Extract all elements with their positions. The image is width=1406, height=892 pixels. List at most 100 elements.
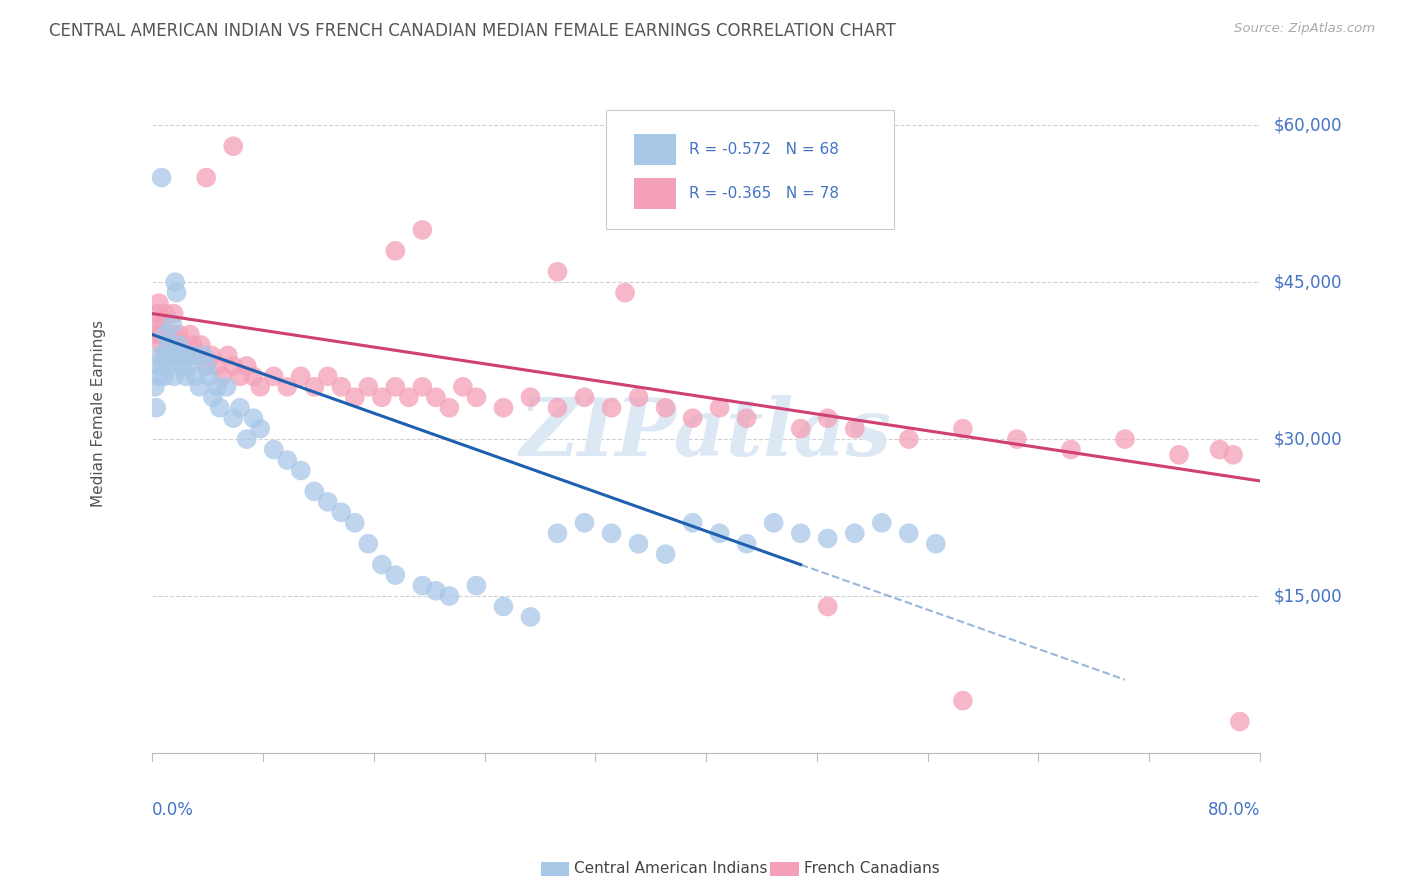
Point — [682, 516, 704, 530]
Point — [153, 348, 176, 362]
FancyBboxPatch shape — [634, 178, 676, 209]
Point — [193, 348, 215, 362]
Text: R = -0.572   N = 68: R = -0.572 N = 68 — [689, 142, 839, 157]
Point — [211, 369, 233, 384]
Point — [229, 401, 252, 415]
Point — [184, 369, 207, 384]
Point — [157, 338, 180, 352]
Point — [159, 359, 181, 373]
Point — [143, 380, 166, 394]
Text: Median Female Earnings: Median Female Earnings — [91, 319, 107, 507]
Point — [155, 327, 177, 342]
Point — [162, 327, 184, 342]
Text: $60,000: $60,000 — [1274, 116, 1341, 135]
Point — [167, 327, 190, 342]
Point — [146, 307, 169, 321]
Point — [290, 463, 312, 477]
Text: French Canadians: French Canadians — [804, 862, 941, 876]
Point — [215, 380, 238, 394]
Text: Source: ZipAtlas.com: Source: ZipAtlas.com — [1234, 22, 1375, 36]
Point — [208, 401, 231, 415]
Point — [897, 526, 920, 541]
Point — [762, 516, 785, 530]
Point — [166, 348, 188, 362]
Text: 0.0%: 0.0% — [152, 800, 194, 819]
Point — [156, 327, 179, 342]
Point — [174, 348, 197, 362]
Point — [682, 411, 704, 425]
Point — [371, 558, 394, 572]
Point — [163, 369, 186, 384]
Point — [304, 380, 326, 394]
Point — [817, 599, 839, 614]
Point — [179, 327, 201, 342]
Point — [492, 599, 515, 614]
Point — [229, 369, 252, 384]
Point — [165, 275, 187, 289]
Point — [411, 578, 433, 592]
Point — [143, 317, 166, 331]
Point — [150, 170, 173, 185]
Point — [492, 401, 515, 415]
Point — [153, 369, 176, 384]
Point — [148, 296, 170, 310]
Point — [242, 411, 264, 425]
Point — [952, 693, 974, 707]
Point — [166, 338, 188, 352]
Point — [152, 359, 174, 373]
Point — [709, 526, 731, 541]
Point — [600, 526, 623, 541]
Point — [1114, 432, 1136, 446]
Point — [263, 369, 285, 384]
Point — [897, 432, 920, 446]
Point — [155, 307, 177, 321]
Point — [384, 568, 406, 582]
Point — [290, 369, 312, 384]
Point — [316, 495, 339, 509]
Point — [150, 338, 173, 352]
Point — [263, 442, 285, 457]
Point — [384, 244, 406, 258]
Point — [159, 327, 181, 342]
Point — [925, 537, 948, 551]
Point — [276, 453, 298, 467]
Point — [276, 380, 298, 394]
Text: R = -0.365   N = 78: R = -0.365 N = 78 — [689, 186, 839, 201]
Point — [654, 547, 676, 561]
Point — [574, 516, 596, 530]
Text: $30,000: $30,000 — [1274, 430, 1341, 448]
Point — [1208, 442, 1230, 457]
Point — [222, 139, 245, 153]
Point — [425, 583, 447, 598]
Point — [398, 390, 420, 404]
Point — [148, 369, 170, 384]
Point — [357, 380, 380, 394]
Point — [519, 390, 541, 404]
Point — [384, 380, 406, 394]
Point — [200, 348, 222, 362]
FancyBboxPatch shape — [606, 111, 894, 229]
Text: $15,000: $15,000 — [1274, 587, 1341, 605]
Point — [201, 390, 224, 404]
Point — [330, 505, 353, 519]
Point — [167, 338, 190, 352]
Point — [316, 369, 339, 384]
Point — [174, 369, 197, 384]
Point — [547, 526, 569, 541]
Point — [627, 537, 650, 551]
Point — [162, 317, 184, 331]
Point — [870, 516, 893, 530]
Point — [217, 348, 239, 362]
Point — [249, 380, 271, 394]
Point — [817, 532, 839, 546]
Text: Central American Indians: Central American Indians — [574, 862, 768, 876]
Point — [205, 380, 228, 394]
Point — [188, 380, 211, 394]
Point — [166, 285, 188, 300]
Point — [451, 380, 474, 394]
Point — [600, 401, 623, 415]
Point — [186, 348, 208, 362]
Point — [163, 307, 186, 321]
Point — [547, 401, 569, 415]
Point — [519, 610, 541, 624]
